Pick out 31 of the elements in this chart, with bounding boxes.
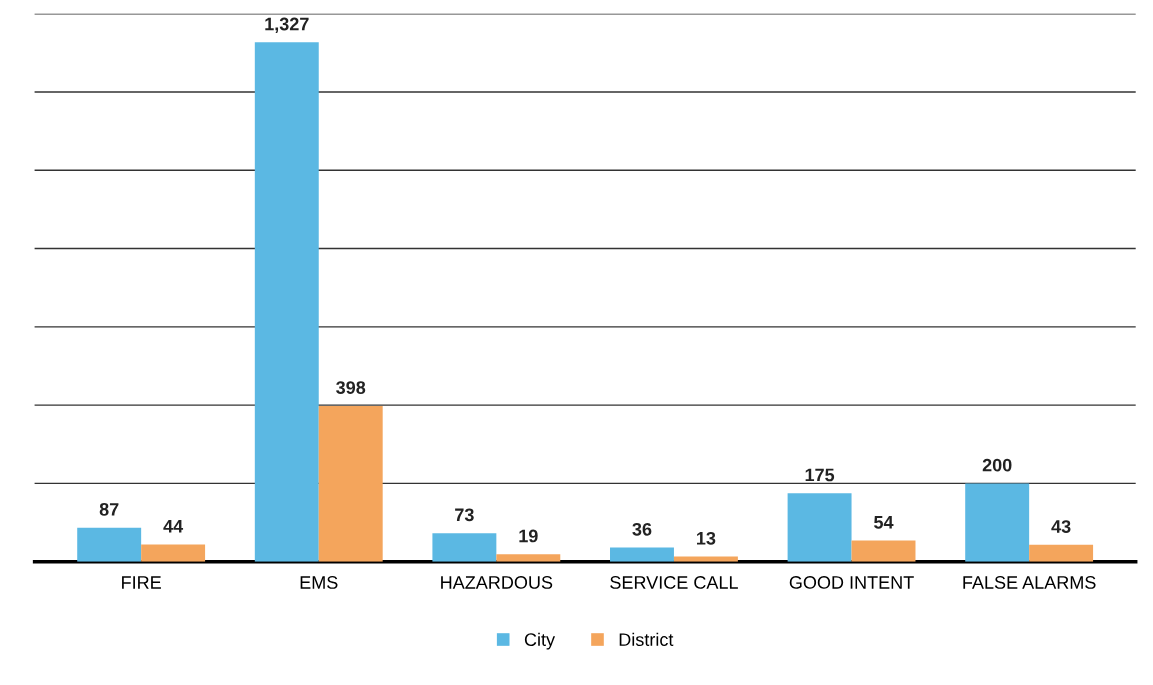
- data-label: 19: [519, 529, 538, 543]
- data-label: 200: [982, 458, 1012, 472]
- bar: [141, 544, 206, 562]
- bar: [318, 405, 383, 562]
- data-label: 73: [455, 508, 474, 522]
- bar: [432, 533, 497, 562]
- bar: [965, 483, 1030, 562]
- data-label: 54: [874, 516, 894, 529]
- bar: [851, 540, 916, 562]
- bar: [787, 493, 852, 562]
- bar: [77, 527, 142, 562]
- data-label: 36: [632, 522, 652, 536]
- bar: [610, 547, 674, 562]
- data-label: 87: [99, 502, 119, 516]
- bar: [1029, 544, 1094, 562]
- x-tick-label: SERVICE CALL: [610, 576, 738, 589]
- x-tick-label: FIRE: [122, 576, 161, 589]
- data-label: 175: [805, 468, 835, 482]
- data-label: 44: [163, 519, 184, 533]
- x-tick-label: HAZARDOUS: [441, 576, 553, 589]
- data-label: 13: [697, 531, 716, 545]
- legend-label: City: [524, 632, 556, 650]
- bar: [254, 42, 319, 562]
- legend-label: District: [619, 632, 674, 647]
- x-tick-label: GOOD INTENT: [789, 576, 914, 589]
- x-tick-label: EMS: [300, 576, 338, 589]
- bar: [496, 554, 561, 562]
- data-label: 43: [1051, 520, 1071, 533]
- data-label: 398: [336, 381, 366, 395]
- x-tick-label: FALSE ALARMS: [963, 576, 1096, 589]
- data-label: 1,327: [265, 17, 309, 33]
